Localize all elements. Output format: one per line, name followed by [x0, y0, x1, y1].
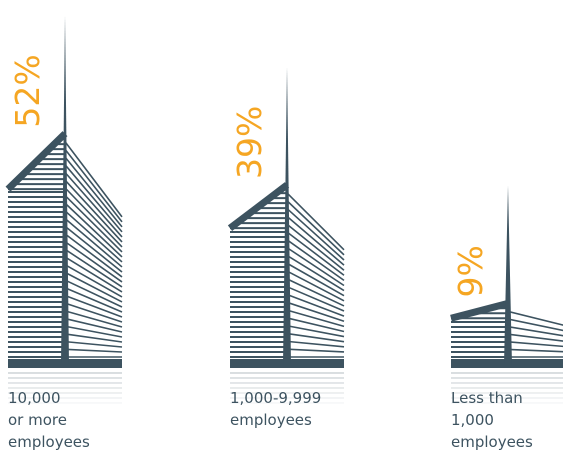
category-label: Less than [451, 389, 523, 407]
category-label: employees [230, 411, 312, 429]
wing-line [507, 333, 563, 342]
wing-line [64, 279, 123, 308]
spire [283, 66, 291, 365]
wing-line [286, 285, 345, 312]
wing-line [286, 340, 345, 348]
wing-line [64, 233, 123, 278]
wing-line [507, 348, 563, 353]
wing-line [286, 215, 345, 266]
wing-line [64, 325, 123, 338]
wing-line [286, 332, 345, 343]
roof [227, 182, 290, 231]
wing-line [64, 156, 123, 228]
wing-line [64, 164, 123, 233]
building: 39% 1,000-9,999 employees [227, 66, 346, 429]
wing-line [64, 294, 123, 318]
wing-line [286, 301, 345, 323]
wing-line [286, 317, 345, 333]
wing-line [286, 246, 345, 287]
wing-line [64, 302, 123, 323]
category-label: 1,000-9,999 [230, 389, 321, 407]
wing-line [64, 240, 123, 283]
wing-line [286, 223, 345, 271]
wing-line [64, 340, 123, 348]
wing-line [64, 194, 123, 253]
wing-line [64, 171, 123, 238]
wing-line [286, 262, 345, 297]
wing-line [286, 324, 345, 338]
wing-line [286, 254, 345, 292]
wing-line [64, 310, 123, 328]
building: 9% Less than 1,000 employees [449, 185, 563, 451]
roof [450, 300, 509, 322]
wing-line [286, 200, 345, 256]
wing-line [64, 248, 123, 288]
wing-line [286, 293, 345, 317]
wing-line [64, 348, 123, 353]
category-label: 1,000 [451, 411, 494, 429]
wing-line [64, 225, 123, 273]
wing-line [64, 187, 123, 248]
wing-line [286, 309, 345, 328]
wing-line [64, 256, 123, 293]
value-label: 39% [230, 106, 269, 179]
wing-line [286, 231, 345, 276]
wing-line [286, 278, 345, 307]
wing-line [286, 348, 345, 353]
wing-line [64, 210, 123, 263]
wing-line [286, 270, 345, 302]
value-label: 9% [451, 245, 490, 297]
wing-line [64, 317, 123, 333]
wing-line [507, 325, 563, 337]
reflection-fade [228, 370, 346, 410]
wing-line [64, 271, 123, 303]
category-label: employees [8, 433, 90, 451]
wing-line [64, 148, 123, 223]
reflection-fade [6, 370, 124, 410]
category-label: employees [451, 433, 533, 451]
wing-line [64, 333, 123, 343]
category-label: or more [8, 411, 67, 429]
roof [5, 131, 68, 192]
wing-line [286, 192, 345, 251]
wing-line [286, 207, 345, 261]
wing-line [64, 179, 123, 243]
wing-line [64, 141, 123, 218]
wing-line [507, 318, 563, 332]
wing-line [64, 287, 123, 313]
building: 52% 10,000 or more employees [5, 15, 124, 451]
wing-line [507, 341, 563, 348]
wing-line [286, 239, 345, 282]
wing-line [64, 202, 123, 258]
wing-line [64, 217, 123, 268]
value-label: 52% [8, 54, 47, 127]
wing-line [64, 263, 123, 298]
spire [504, 185, 512, 365]
wing-line [507, 310, 563, 326]
category-label: 10,000 [8, 389, 61, 407]
spire [61, 15, 69, 365]
reflection-fade [449, 370, 563, 410]
